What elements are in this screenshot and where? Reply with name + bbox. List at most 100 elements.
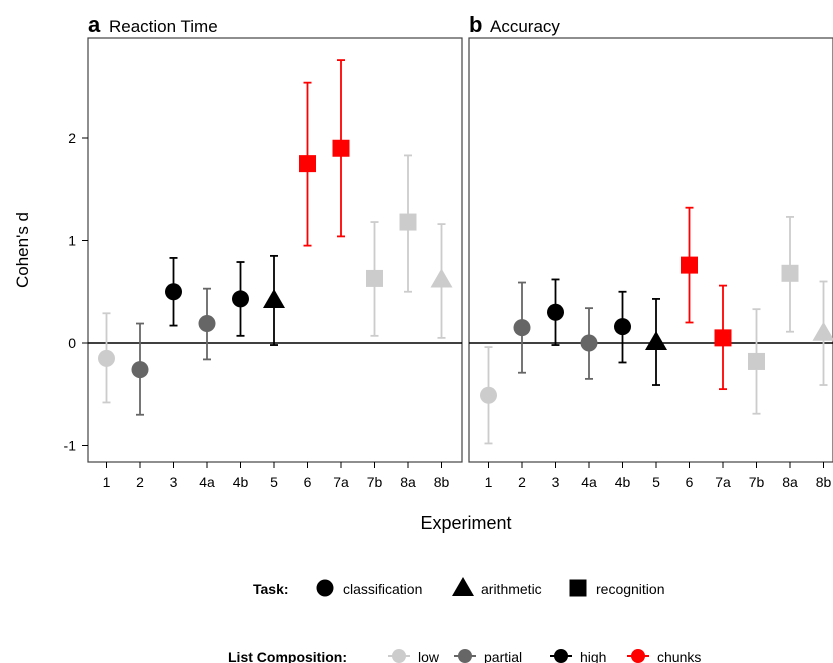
panel-b: b Accuracy 1 2 3 4a 4b 5 6 7a 7b 8a 8b bbox=[468, 12, 833, 490]
panel-a-point-7b bbox=[366, 221, 383, 337]
x-axis-label: Experiment bbox=[420, 513, 511, 533]
legend-list-entry-high: high bbox=[550, 649, 606, 663]
panel-b-x-tick-label: 1 bbox=[485, 474, 493, 490]
panel-a-point-1 bbox=[98, 312, 115, 404]
panel-b-x-tick-label: 4a bbox=[581, 474, 597, 490]
data-marker-square bbox=[299, 155, 316, 173]
panel-a-x-tick-label: 8a bbox=[400, 474, 416, 490]
panel-b-point-4a bbox=[580, 307, 598, 380]
data-marker-square bbox=[781, 264, 799, 282]
panel-a-letter: a bbox=[88, 12, 101, 37]
panel-b-point-5 bbox=[645, 298, 667, 386]
data-marker-triangle bbox=[430, 268, 453, 288]
panel-a-x-tick-label: 8b bbox=[434, 474, 450, 490]
panel-a-x-tick-label: 3 bbox=[170, 474, 178, 490]
panel-a-x-tick-label: 4b bbox=[233, 474, 249, 490]
legend-swatch-dot bbox=[631, 649, 645, 663]
data-marker-triangle bbox=[263, 288, 285, 308]
data-marker-square bbox=[399, 213, 417, 231]
panel-a-x-tick-label: 1 bbox=[103, 474, 111, 490]
panel-b-x-tick-label: 8a bbox=[782, 474, 798, 490]
panel-a-x-tick-label: 6 bbox=[304, 474, 312, 490]
legend-list-label: low bbox=[418, 649, 440, 663]
legend-triangle-icon bbox=[452, 577, 474, 596]
data-marker-square bbox=[332, 139, 350, 157]
legend-task-entry-recognition: recognition bbox=[569, 579, 665, 597]
panel-b-point-8b bbox=[812, 280, 833, 386]
data-marker-circle bbox=[165, 283, 182, 301]
panel-b-letter: b bbox=[469, 12, 482, 37]
panel-a-x-tick-label: 4a bbox=[199, 474, 215, 490]
panel-a-point-8b bbox=[430, 223, 453, 339]
y-tick-label: 1 bbox=[68, 233, 76, 249]
legend-task: Task: classification arithmetic recognition bbox=[253, 577, 665, 597]
panel-b-point-2 bbox=[513, 281, 531, 374]
data-marker-square bbox=[366, 269, 383, 287]
legend-task-label: recognition bbox=[596, 581, 665, 597]
legend-list-entry-low: low bbox=[388, 649, 440, 663]
panel-b-x-tick-label: 3 bbox=[552, 474, 560, 490]
panel-a-frame bbox=[87, 37, 463, 463]
panel-a: a Reaction Time 1 2 3 4a 4b 5 6 7a 7b 8a 8b bbox=[87, 12, 463, 490]
panel-b-x-tick-label: 2 bbox=[518, 474, 526, 490]
panel-a-x-tick-label: 7a bbox=[333, 474, 349, 490]
data-marker-circle bbox=[513, 319, 531, 337]
panel-b-point-8a bbox=[781, 216, 799, 333]
legend-task-label: arithmetic bbox=[481, 581, 542, 597]
y-tick-label: 0 bbox=[68, 335, 76, 351]
data-marker-circle bbox=[580, 334, 598, 352]
data-marker-square bbox=[714, 329, 732, 347]
legend-list-title: List Composition: bbox=[228, 649, 347, 663]
legend-list-label: chunks bbox=[657, 649, 701, 663]
legend-task-entry-classification: classification bbox=[316, 579, 422, 597]
y-tick-label: 2 bbox=[68, 130, 76, 146]
legend-list-label: partial bbox=[484, 649, 522, 663]
panel-b-point-6 bbox=[681, 206, 698, 324]
panel-a-x-tick-label: 2 bbox=[136, 474, 144, 490]
legend-task-entry-arithmetic: arithmetic bbox=[452, 577, 542, 597]
panel-b-x-tick-label: 6 bbox=[686, 474, 694, 490]
legend-swatch-dot bbox=[392, 649, 406, 663]
y-axis: -1 0 1 2 Cohen's d bbox=[13, 130, 88, 454]
panel-a-point-4b bbox=[232, 261, 249, 337]
data-marker-circle bbox=[480, 386, 497, 404]
y-tick-label: -1 bbox=[64, 438, 77, 454]
legend-swatch-dot bbox=[458, 649, 472, 663]
panel-a-point-6 bbox=[299, 81, 316, 247]
panel-a-x-tick-label: 5 bbox=[270, 474, 278, 490]
panel-a-x-tick-label: 7b bbox=[367, 474, 383, 490]
legend-list-entry-chunks: chunks bbox=[627, 649, 701, 663]
data-marker-circle bbox=[198, 315, 216, 333]
data-marker-circle bbox=[98, 349, 115, 367]
panel-b-x-tick-label: 5 bbox=[652, 474, 660, 490]
legend-circle-icon bbox=[316, 579, 334, 597]
legend-list-label: high bbox=[580, 649, 606, 663]
data-marker-triangle bbox=[645, 330, 667, 350]
panel-b-x-tick-label: 8b bbox=[816, 474, 832, 490]
legend-task-label: classification bbox=[343, 581, 422, 597]
panel-a-point-2 bbox=[131, 322, 149, 416]
panel-b-point-7a bbox=[714, 284, 732, 391]
panel-a-point-8a bbox=[399, 154, 417, 293]
y-axis-label: Cohen's d bbox=[13, 212, 32, 288]
data-marker-square bbox=[681, 256, 698, 274]
panel-b-x-tick-label: 7a bbox=[715, 474, 731, 490]
legend-square-icon bbox=[569, 579, 587, 597]
legend-task-title: Task: bbox=[253, 581, 289, 597]
legend-list: List Composition: low partial high chunks bbox=[228, 649, 701, 663]
panel-b-title: Accuracy bbox=[490, 17, 560, 36]
panel-b-point-1 bbox=[480, 346, 497, 445]
panel-a-title: Reaction Time bbox=[109, 17, 218, 36]
data-marker-circle bbox=[614, 318, 631, 336]
panel-a-point-7a bbox=[332, 59, 350, 238]
panel-b-x-tick-label: 7b bbox=[749, 474, 765, 490]
panel-a-point-4a bbox=[198, 287, 216, 361]
panel-b-point-4b bbox=[614, 290, 631, 364]
legend-swatch-dot bbox=[554, 649, 568, 663]
data-marker-circle bbox=[131, 361, 149, 379]
panel-b-x-tick-label: 4b bbox=[615, 474, 631, 490]
panel-b-frame bbox=[468, 37, 833, 463]
data-marker-circle bbox=[547, 303, 564, 321]
legend-list-entry-partial: partial bbox=[454, 649, 522, 663]
